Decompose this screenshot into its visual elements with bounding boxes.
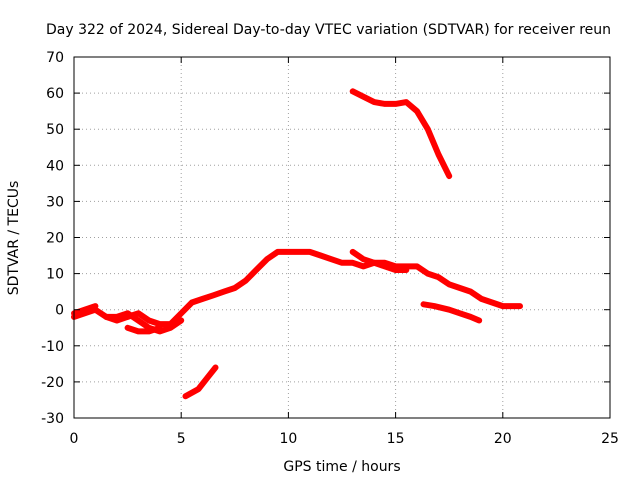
series-arc-6	[182, 364, 219, 400]
x-tick-label: 20	[494, 431, 512, 447]
series-arc-8	[349, 248, 410, 273]
ticks: 0 5 10 15 20 25 -30 -20 -10 0 10 20 30 40 50 60 70	[41, 50, 619, 447]
x-tick-label: 15	[387, 431, 405, 447]
series-arc-2	[71, 303, 99, 317]
x-tick-label: 5	[177, 431, 186, 447]
y-tick-label: 50	[46, 122, 64, 138]
y-tick-label: 40	[46, 158, 64, 174]
series-layer	[71, 88, 523, 400]
y-tick-label: -10	[41, 339, 64, 355]
y-tick-label: -30	[41, 411, 64, 427]
y-tick-label: 20	[46, 231, 64, 247]
grid	[74, 57, 610, 418]
series-arc-3	[103, 310, 185, 335]
chart-title: Day 322 of 2024, Sidereal Day-to-day VTE…	[46, 22, 611, 38]
x-axis-label: GPS time / hours	[283, 459, 400, 475]
y-tick-label: -20	[41, 375, 64, 391]
x-tick-label: 0	[70, 431, 79, 447]
x-tick-label: 10	[279, 431, 297, 447]
x-tick-label: 25	[601, 431, 619, 447]
y-tick-label: 10	[46, 267, 64, 283]
y-tick-label: 0	[55, 303, 64, 319]
y-tick-label: 60	[46, 86, 64, 102]
series-arc-1	[71, 248, 523, 328]
series-arc-5	[349, 88, 453, 180]
series-arc-7	[420, 301, 483, 324]
y-axis-label: SDTVAR / TECUs	[6, 181, 22, 296]
series-arc-4	[124, 324, 163, 335]
y-tick-label: 70	[46, 50, 64, 66]
y-tick-label: 30	[46, 194, 64, 210]
